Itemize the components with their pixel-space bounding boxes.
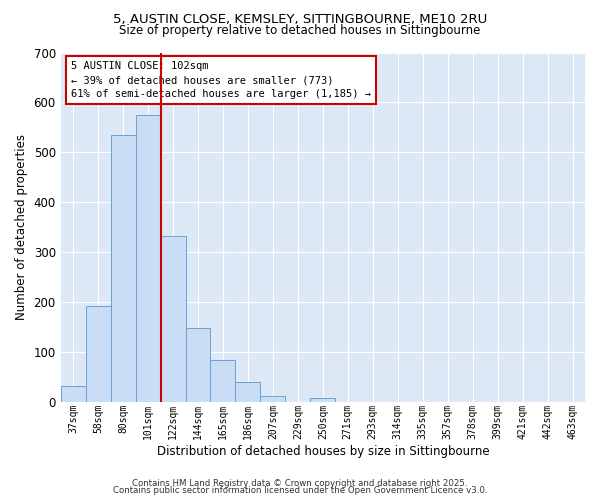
Bar (185, 328, 211, 402)
Text: 5, AUSTIN CLOSE, KEMSLEY, SITTINGBOURNE, ME10 2RU: 5, AUSTIN CLOSE, KEMSLEY, SITTINGBOURNE,… (113, 12, 487, 26)
Text: Contains HM Land Registry data © Crown copyright and database right 2025.: Contains HM Land Registry data © Crown c… (132, 478, 468, 488)
Bar (260, 396, 286, 402)
Bar (86, 306, 110, 402)
Bar (161, 236, 185, 402)
Bar (61, 386, 86, 402)
Text: Size of property relative to detached houses in Sittingbourne: Size of property relative to detached ho… (119, 24, 481, 37)
Bar (211, 360, 235, 403)
Bar (310, 398, 335, 402)
Bar (136, 115, 161, 403)
X-axis label: Distribution of detached houses by size in Sittingbourne: Distribution of detached houses by size … (157, 444, 489, 458)
Bar (235, 382, 260, 402)
Text: Contains public sector information licensed under the Open Government Licence v3: Contains public sector information licen… (113, 486, 487, 495)
Y-axis label: Number of detached properties: Number of detached properties (15, 134, 28, 320)
Text: 5 AUSTIN CLOSE: 102sqm
← 39% of detached houses are smaller (773)
61% of semi-de: 5 AUSTIN CLOSE: 102sqm ← 39% of detached… (71, 61, 371, 99)
Bar (110, 135, 136, 402)
